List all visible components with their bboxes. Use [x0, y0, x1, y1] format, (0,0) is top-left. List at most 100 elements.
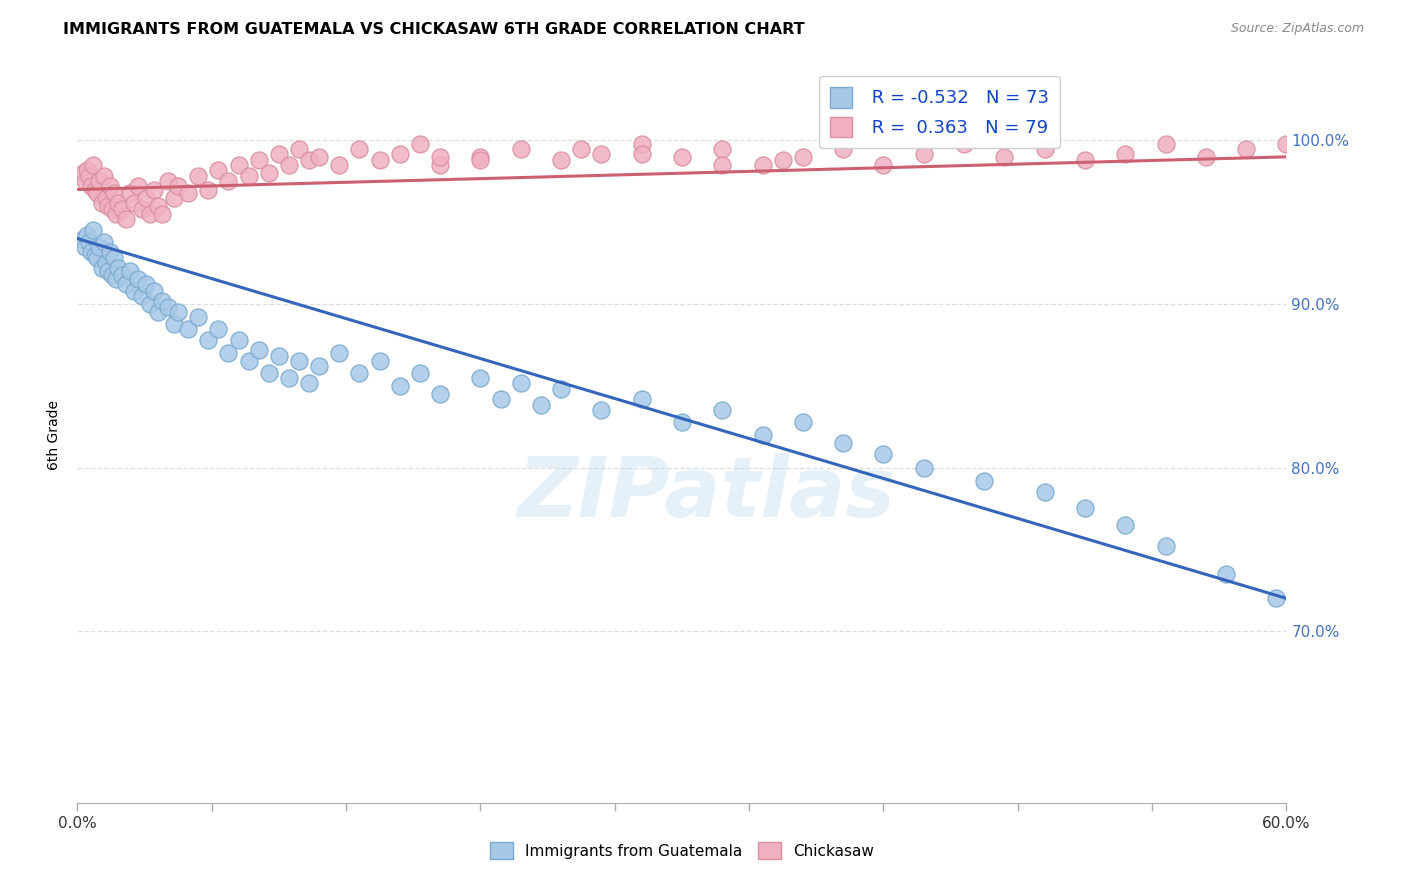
- Text: ZIPatlas: ZIPatlas: [517, 453, 896, 534]
- Point: [96, 264, 118, 278]
- Point: [100, 202, 122, 216]
- Point: [470, 370, 492, 384]
- Point: [247, 343, 270, 357]
- Point: [90, 195, 112, 210]
- Point: [278, 158, 301, 172]
- Point: [135, 191, 157, 205]
- Point: [72, 166, 94, 180]
- Point: [711, 158, 734, 172]
- Point: [1154, 136, 1177, 151]
- Point: [76, 228, 98, 243]
- Point: [127, 179, 149, 194]
- Point: [79, 169, 101, 184]
- Point: [872, 158, 894, 172]
- Point: [207, 162, 229, 177]
- Point: [1195, 150, 1218, 164]
- Point: [84, 182, 107, 196]
- Point: [82, 158, 104, 172]
- Point: [86, 186, 108, 200]
- Point: [267, 146, 290, 161]
- Point: [187, 310, 209, 324]
- Point: [247, 153, 270, 167]
- Point: [79, 235, 101, 249]
- Point: [368, 153, 391, 167]
- Point: [530, 398, 553, 412]
- Point: [368, 354, 391, 368]
- Point: [197, 182, 219, 196]
- Point: [349, 366, 371, 380]
- Point: [591, 146, 613, 161]
- Point: [1154, 539, 1177, 553]
- Point: [1033, 485, 1056, 500]
- Point: [86, 251, 108, 265]
- Point: [84, 248, 107, 262]
- Point: [509, 142, 531, 156]
- Point: [550, 153, 572, 167]
- Point: [146, 199, 169, 213]
- Point: [177, 321, 200, 335]
- Point: [104, 272, 127, 286]
- Point: [103, 186, 125, 200]
- Point: [1275, 136, 1298, 151]
- Point: [591, 403, 613, 417]
- Point: [96, 199, 118, 213]
- Point: [80, 179, 103, 194]
- Point: [167, 305, 190, 319]
- Point: [509, 376, 531, 390]
- Point: [257, 166, 280, 180]
- Point: [75, 174, 97, 188]
- Point: [470, 150, 492, 164]
- Point: [107, 195, 129, 210]
- Point: [228, 333, 250, 347]
- Point: [157, 300, 180, 314]
- Point: [75, 240, 97, 254]
- Point: [630, 146, 652, 161]
- Point: [103, 251, 125, 265]
- Point: [671, 150, 693, 164]
- Point: [751, 158, 773, 172]
- Point: [257, 366, 280, 380]
- Point: [267, 349, 290, 363]
- Point: [409, 366, 432, 380]
- Point: [93, 169, 115, 184]
- Point: [228, 158, 250, 172]
- Point: [122, 195, 145, 210]
- Point: [114, 211, 136, 226]
- Point: [139, 207, 162, 221]
- Point: [711, 403, 734, 417]
- Point: [832, 142, 855, 156]
- Point: [751, 427, 773, 442]
- Point: [118, 264, 141, 278]
- Point: [90, 260, 112, 275]
- Point: [80, 244, 103, 259]
- Point: [630, 392, 652, 406]
- Point: [1033, 142, 1056, 156]
- Point: [569, 142, 592, 156]
- Point: [278, 370, 301, 384]
- Legend: Immigrants from Guatemala, Chickasaw: Immigrants from Guatemala, Chickasaw: [484, 836, 880, 865]
- Point: [89, 240, 111, 254]
- Point: [792, 415, 814, 429]
- Point: [94, 191, 117, 205]
- Point: [409, 136, 432, 151]
- Point: [197, 333, 219, 347]
- Point: [953, 136, 976, 151]
- Point: [388, 378, 411, 392]
- Point: [139, 297, 162, 311]
- Point: [163, 191, 186, 205]
- Point: [1114, 146, 1136, 161]
- Point: [238, 169, 260, 184]
- Point: [76, 162, 98, 177]
- Point: [630, 136, 652, 151]
- Point: [288, 354, 311, 368]
- Point: [111, 268, 134, 282]
- Point: [1114, 517, 1136, 532]
- Point: [207, 321, 229, 335]
- Point: [308, 150, 330, 164]
- Point: [1234, 142, 1257, 156]
- Point: [218, 174, 240, 188]
- Point: [671, 415, 693, 429]
- Point: [118, 186, 141, 200]
- Point: [177, 186, 200, 200]
- Point: [1215, 566, 1237, 581]
